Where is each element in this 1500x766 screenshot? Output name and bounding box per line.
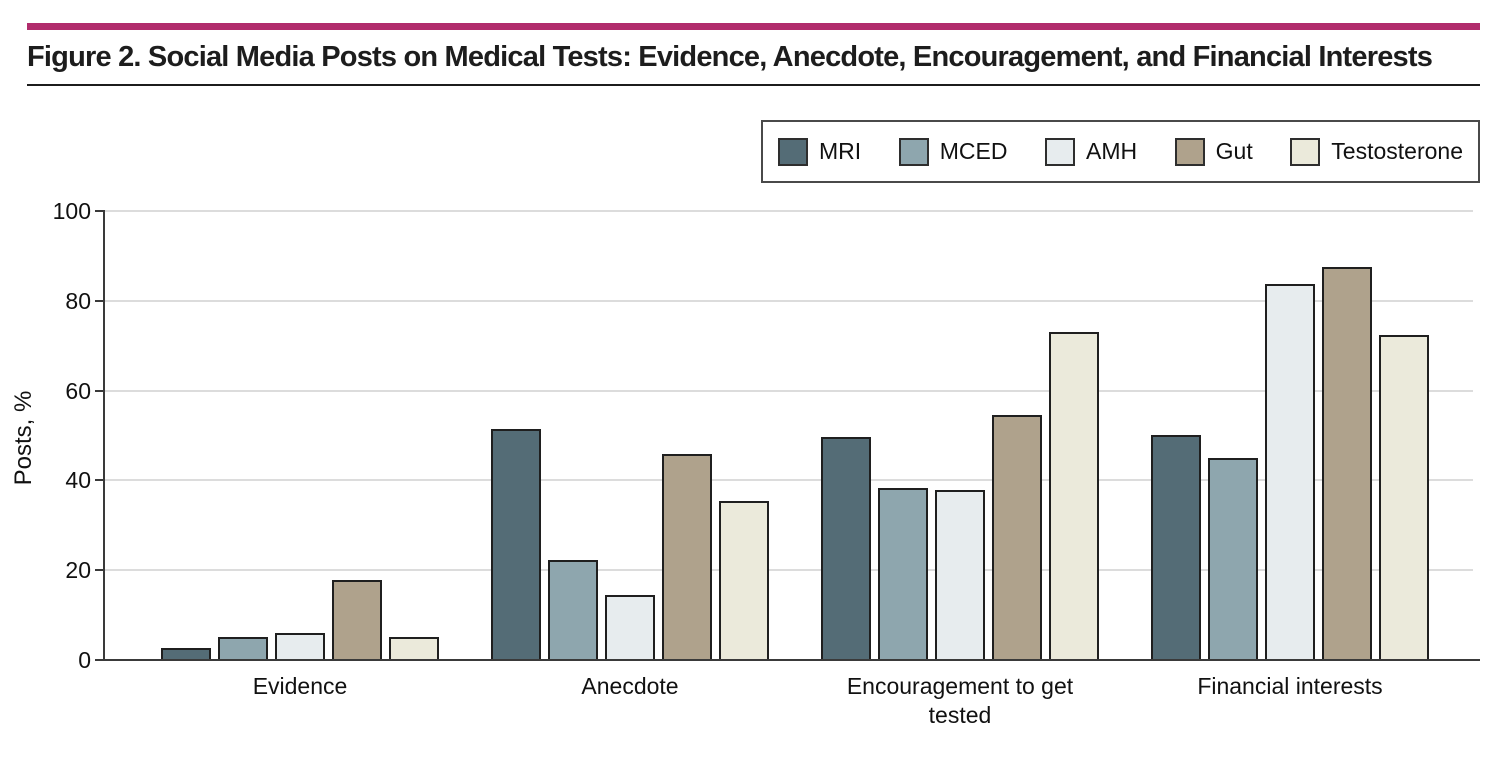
y-tick-100 [95, 210, 104, 212]
bar-gut-3 [992, 415, 1042, 660]
accent-bar [27, 23, 1480, 30]
bar-mri-3 [821, 437, 871, 660]
legend-label-testosterone: Testosterone [1331, 138, 1463, 164]
y-tick-label-60: 60 [65, 378, 91, 404]
x-category-label-2: Anecdote [581, 673, 679, 699]
legend-item-mri: MRI [778, 137, 862, 166]
y-tick-label-40: 40 [65, 467, 91, 493]
bar-mced-2 [548, 560, 598, 660]
gridline-20 [105, 569, 1473, 571]
legend-label-gut: Gut [1215, 138, 1253, 164]
gridline-40 [105, 479, 1473, 481]
legend-item-testosterone: Testosterone [1290, 137, 1463, 166]
legend-item-amh: AMH [1045, 137, 1138, 166]
x-category-label-4: Financial interests [1197, 673, 1383, 699]
bar-mced-1 [218, 637, 268, 660]
gridline-100 [105, 210, 1473, 212]
bar-mri-1 [161, 648, 211, 660]
legend-swatch-testosterone [1290, 137, 1321, 166]
legend-swatch-amh [1045, 137, 1075, 166]
bar-amh-3 [935, 490, 985, 660]
y-tick-40 [95, 479, 104, 481]
bar-gut-2 [662, 454, 712, 660]
y-tick-label-80: 80 [65, 288, 91, 314]
gridline-80 [105, 300, 1473, 302]
bar-amh-1 [275, 633, 325, 660]
x-category-label-1: Evidence [252, 673, 348, 699]
y-tick-0 [95, 659, 104, 661]
bar-gut-1 [332, 580, 382, 660]
legend-item-mced: MCED [898, 137, 1008, 166]
x-category-label-3: Encouragement to get tested [846, 673, 1074, 728]
bar-mced-4 [1208, 458, 1258, 660]
legend-label-mced: MCED [939, 138, 1008, 164]
bar-mri-2 [491, 429, 541, 660]
legend-swatch-mri [778, 137, 808, 166]
bar-mced-3 [878, 488, 928, 660]
gridline-60 [105, 390, 1473, 392]
y-tick-label-20: 20 [65, 557, 91, 583]
y-axis-line [103, 210, 105, 661]
chart-legend: MRI MCED AMH Gut Testosterone [761, 120, 1480, 183]
y-tick-label-0: 0 [78, 647, 91, 673]
y-tick-80 [95, 300, 104, 302]
bar-mri-4 [1151, 435, 1201, 660]
legend-label-amh: AMH [1086, 138, 1138, 164]
title-divider [27, 84, 1480, 86]
bar-amh-4 [1265, 284, 1315, 660]
bar-testosterone-3 [1049, 332, 1099, 660]
y-tick-20 [95, 569, 104, 571]
bar-testosterone-2 [719, 501, 769, 660]
figure-title: Figure 2. Social Media Posts on Medical … [27, 41, 1433, 73]
x-axis-line [103, 659, 1480, 661]
legend-swatch-mced [898, 137, 929, 166]
y-tick-label-100: 100 [52, 198, 91, 224]
legend-swatch-gut [1174, 137, 1205, 166]
bar-gut-4 [1322, 267, 1372, 660]
bar-amh-2 [605, 595, 655, 660]
bar-testosterone-4 [1379, 335, 1429, 660]
bar-testosterone-1 [389, 637, 439, 660]
legend-label-mri: MRI [819, 138, 862, 164]
legend-item-gut: Gut [1174, 137, 1253, 166]
y-tick-60 [95, 390, 104, 392]
